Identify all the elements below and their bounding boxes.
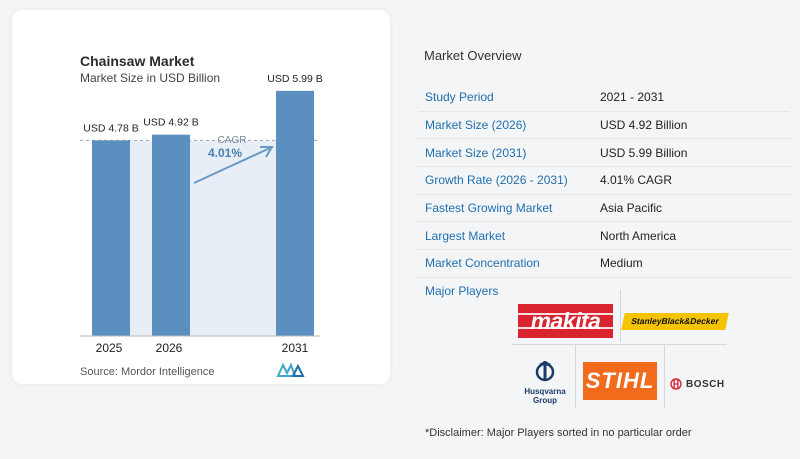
overview-row: Market Size (2026) USD 4.92 Billion <box>418 111 790 140</box>
mordor-logo-icon <box>276 363 305 377</box>
overview-value: North America <box>593 221 790 251</box>
market-overview-title: Market Overview <box>424 48 522 63</box>
data-label: USD 4.92 B <box>143 117 198 129</box>
overview-key: Market Concentration <box>418 249 593 278</box>
players-divider <box>512 344 727 345</box>
makita-logo-text: makita <box>530 308 601 334</box>
data-label: USD 4.78 B <box>83 122 138 134</box>
overview-value: 2021 - 2031 <box>593 84 790 112</box>
stihl-logo-text: STIHL <box>585 368 655 393</box>
players-divider <box>575 344 576 408</box>
chart-title: Chainsaw Market <box>80 53 195 69</box>
bar <box>276 90 314 337</box>
overview-key: Fastest Growing Market <box>418 194 593 223</box>
overview-key: Study Period <box>418 84 593 112</box>
bar-chart: USD 4.78 B 2025 USD 4.92 B 2026 USD 5.99 B 20… <box>80 73 323 355</box>
overview-row: Largest Market North America <box>418 221 790 251</box>
disclaimer-text: *Disclaimer: Major Players sorted in no … <box>425 427 692 439</box>
stihl-logo: STIHL <box>583 362 657 400</box>
bar <box>92 140 130 336</box>
x-tick-label: 2031 <box>282 341 309 355</box>
overview-key: Growth Rate (2026 - 2031) <box>418 166 593 195</box>
cagr-arrowhead <box>260 146 274 158</box>
overview-value: USD 5.99 Billion <box>593 138 790 168</box>
husqvarna-logo: Husqvarna Group <box>522 360 568 405</box>
overview-value: 4.01% CAGR <box>593 166 790 195</box>
players-divider <box>620 290 621 342</box>
major-players-title: Major Players <box>425 284 499 298</box>
bosch-armature-icon <box>670 378 682 390</box>
data-label: USD 5.99 B <box>267 73 322 85</box>
overview-row: Market Concentration Medium <box>418 249 790 278</box>
growth-shade <box>130 140 276 336</box>
market-overview-table: Study Period 2021 - 2031 Market Size (2026… <box>418 84 790 278</box>
overview-value: Medium <box>593 249 790 278</box>
husqvarna-crown-icon <box>535 361 555 382</box>
husqvarna-logo-text: Husqvarna Group <box>524 387 566 405</box>
overview-value: USD 4.92 Billion <box>593 111 790 140</box>
stanley-black-decker-logo: StanleyBlack&Decker <box>621 313 729 330</box>
overview-value: Asia Pacific <box>593 194 790 223</box>
x-tick-label: 2026 <box>156 341 183 355</box>
overview-key: Market Size (2031) <box>418 138 593 168</box>
overview-key: Market Size (2026) <box>418 111 593 140</box>
sbd-logo-text: StanleyBlack&Decker <box>630 316 720 326</box>
overview-row: Growth Rate (2026 - 2031) 4.01% CAGR <box>418 166 790 195</box>
makita-logo: makita <box>518 304 613 338</box>
bar <box>152 134 190 336</box>
source-text: Source: Mordor Intelligence <box>80 366 215 378</box>
chart-subtitle: Market Size in USD Billion <box>80 71 221 85</box>
cagr-label: CAGR <box>218 135 247 146</box>
x-tick-label: 2025 <box>96 341 123 355</box>
overview-row: Study Period 2021 - 2031 <box>418 84 790 112</box>
overview-key: Largest Market <box>418 221 593 251</box>
overview-row: Fastest Growing Market Asia Pacific <box>418 194 790 223</box>
players-divider <box>664 344 665 408</box>
bosch-logo-text: BOSCH <box>686 378 725 390</box>
cagr-arrow <box>193 147 271 184</box>
overview-row: Market Size (2031) USD 5.99 Billion <box>418 138 790 168</box>
bosch-logo: BOSCH <box>670 376 732 392</box>
cagr-value: 4.01% <box>208 146 242 160</box>
